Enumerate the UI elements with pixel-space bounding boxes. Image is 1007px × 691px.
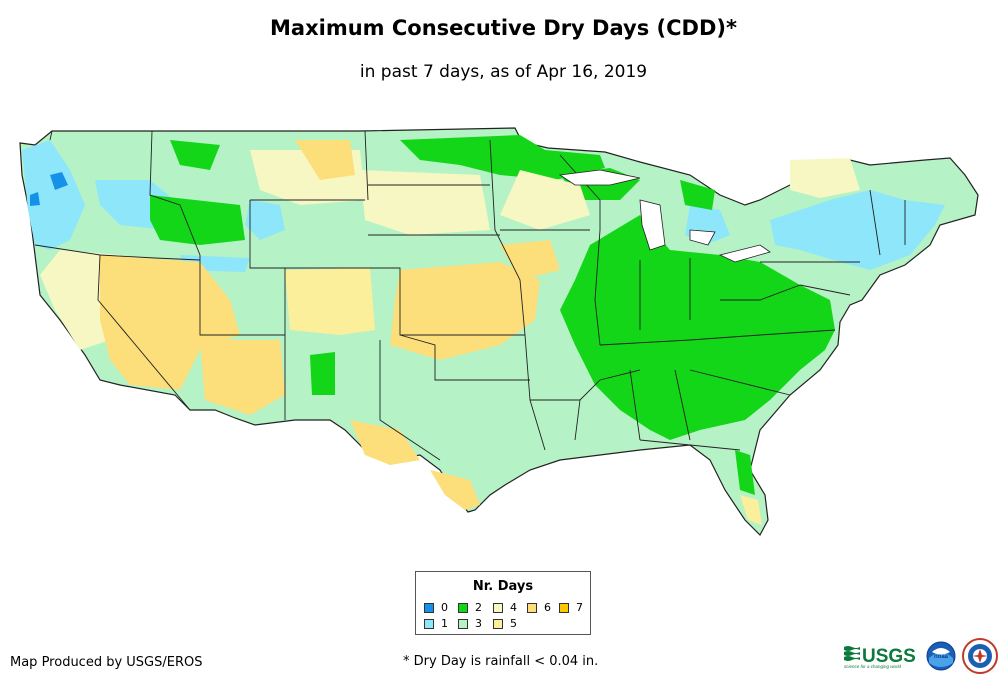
legend-swatch-6 [527,603,537,613]
legend-label-2: 2 [475,601,482,614]
svg-text:science for a changing world: science for a changing world [844,664,902,669]
legend-label-5: 5 [510,617,517,630]
map-credit: Map Produced by USGS/EROS [10,655,203,670]
great-lakes [558,169,771,263]
state-boundaries [34,130,906,461]
nws-logo [962,638,998,674]
legend-label-0: 0 [441,601,448,614]
legend-swatch-3 [458,619,468,629]
map-legend: Nr. Days 0 1 2 3 4 5 6 7 [415,571,591,635]
legend-label-7: 7 [576,601,583,614]
legend-title: Nr. Days [472,579,534,594]
legend-swatch-4 [493,603,503,613]
legend-swatch-0 [424,603,434,613]
legend-swatch-7 [559,603,569,613]
legend-label-1: 1 [441,617,448,630]
noaa-logo: noaa [926,641,956,671]
us-dry-days-map [19,127,979,536]
map-title: Maximum Consecutive Dry Days (CDD)* [270,16,737,40]
legend-label-3: 3 [475,617,482,630]
dry-day-footnote: * Dry Day is rainfall < 0.04 in. [403,654,599,669]
svg-text:USGS: USGS [862,646,916,667]
legend-swatch-1 [424,619,434,629]
usgs-logo: USGS science for a changing world [844,646,916,669]
svg-text:noaa: noaa [934,654,949,660]
legend-swatch-2 [458,603,468,613]
legend-swatch-5 [493,619,503,629]
map-subtitle: in past 7 days, as of Apr 16, 2019 [359,62,648,82]
legend-label-4: 4 [510,601,517,614]
legend-label-6: 6 [544,601,551,614]
